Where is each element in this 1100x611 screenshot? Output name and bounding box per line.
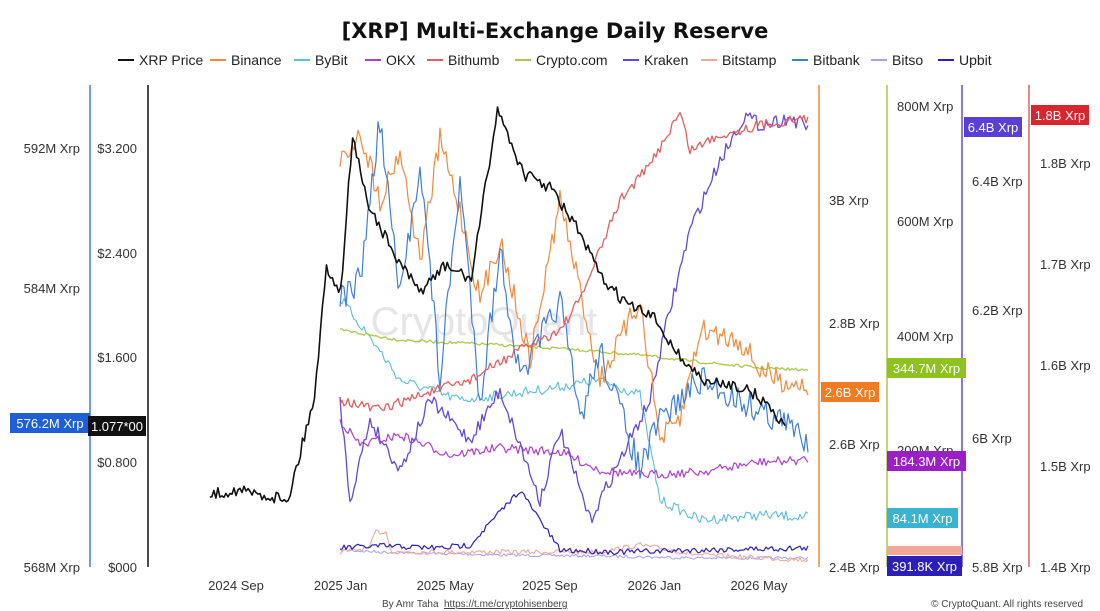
legend-label-bitso: Bitso [892, 52, 923, 68]
watermark: CryptoQuant [371, 300, 598, 344]
legend: XRP Price Binance ByBit OKX Bithumb Crypto.co… [118, 52, 992, 68]
okx-badge-bg [887, 451, 966, 471]
kraken-tick-0: 6.4B Xrp [972, 174, 1023, 189]
footer-link[interactable]: https://t.me/cryptohisenberg [444, 599, 567, 610]
legend-label-binance: Binance [231, 52, 282, 68]
series-line-bitstamp [339, 529, 809, 563]
bithumb-tick-2: 1.6B Xrp [1040, 358, 1091, 373]
footer-author: By Amr Taha [382, 599, 439, 610]
price-tick-1: $2.400 [97, 246, 137, 261]
kraken-tick-3: 5.8B Xrp [972, 560, 1023, 575]
legend-label-crypto-com: Crypto.com [536, 52, 608, 68]
legend-label-upbit: Upbit [959, 52, 992, 68]
bithumb-tick-1: 1.7B Xrp [1040, 257, 1091, 272]
series-line-binance [339, 127, 809, 444]
value-badges: 576.2M Xrp 1.077*00 2.6B Xrp 344.7M Xrp 184.… [10, 105, 1089, 576]
x-tick-2026-jan: 2026 Jan [628, 578, 682, 593]
kraken-badge-label: 6.4B Xrp [968, 120, 1019, 135]
bitbank-tick-0: 592M Xrp [24, 141, 80, 156]
bithumb-badge-label: 1.8B Xrp [1035, 108, 1086, 123]
series-line-upbit [340, 491, 809, 556]
bithumb-tick-4: 1.4B Xrp [1040, 560, 1091, 575]
bitbank-tick-2: 568M Xrp [24, 560, 80, 575]
x-tick-2024-sep: 2024 Sep [208, 578, 264, 593]
legend-label-okx: OKX [386, 52, 416, 68]
price-tick-4: $000 [108, 560, 137, 575]
upbit-badge-label: 391.8K Xrp [892, 559, 957, 574]
kraken-tick-2: 6B Xrp [972, 431, 1012, 446]
bitbank-badge-bg [10, 413, 90, 433]
series-line-crypto-com [339, 328, 809, 372]
plot-area [209, 106, 809, 563]
x-tick-2025-sep: 2025 Sep [522, 578, 578, 593]
binance-tick-3: 2.4B Xrp [829, 560, 880, 575]
bybit-badge-label: 84.1M Xrp [893, 511, 953, 526]
series-line-xrp-price [209, 106, 786, 504]
x-tick-2025-may: 2025 May [417, 578, 475, 593]
binance-badge-bg [821, 382, 879, 402]
bitbank-tick-1: 584M Xrp [24, 281, 80, 296]
legend-label-bybit: ByBit [315, 52, 348, 68]
legend-label-bitbank: Bitbank [813, 52, 861, 68]
legend-label-kraken: Kraken [644, 52, 688, 68]
upbit-badge-bg [887, 556, 962, 576]
legend-label-xrp-price: XRP Price [139, 52, 204, 68]
footer-copyright: © CryptoQuant. All rights reserved [931, 599, 1083, 610]
kraken-tick-1: 6.2B Xrp [972, 303, 1023, 318]
x-tick-2025-jan: 2025 Jan [314, 578, 368, 593]
series-line-okx [339, 419, 809, 479]
kraken-badge-bg [964, 117, 1022, 137]
series-line-kraken [339, 112, 809, 524]
binance-tick-1: 2.8B Xrp [829, 316, 880, 331]
crypto-com-badge-bg [887, 358, 966, 378]
chart-title: [XRP] Multi-Exchange Daily Reserve [342, 19, 769, 43]
bithumb-tick-0: 1.8B Xrp [1040, 156, 1091, 171]
bitbank-badge-label: 576.2M Xrp [16, 416, 83, 431]
binance-tick-0: 3B Xrp [829, 193, 869, 208]
price-tick-3: $0.800 [97, 455, 137, 470]
binance-tick-2: 2.6B Xrp [829, 437, 880, 452]
bithumb-tick-3: 1.5B Xrp [1040, 459, 1091, 474]
bitstamp-badge [887, 546, 962, 555]
price-tick-2: $1.600 [97, 350, 137, 365]
xrp-price-badge-bg [88, 416, 146, 436]
series-line-bitbank [339, 121, 809, 479]
bithumb-badge-bg [1031, 105, 1089, 125]
xrp-price-badge-label: 1.077*00 [91, 419, 143, 434]
legend-label-bithumb: Bithumb [448, 52, 500, 68]
crypto-com-tick-2: 400M Xrp [897, 329, 953, 344]
binance-badge-label: 2.6B Xrp [825, 385, 876, 400]
bybit-badge-bg [887, 508, 958, 528]
legend-label-bitstamp: Bitstamp [722, 52, 777, 68]
okx-badge-label: 184.3M Xrp [893, 454, 960, 469]
price-tick-0: $3.200 [97, 141, 137, 156]
crypto-com-tick-1: 600M Xrp [897, 214, 953, 229]
crypto-com-badge-label: 344.7M Xrp [893, 361, 960, 376]
series-line-bithumb [339, 111, 809, 412]
x-tick-2026-may: 2026 May [730, 578, 788, 593]
axis-ticks: 2024 Sep 2025 Jan 2025 May 2025 Sep 2026 Jan… [24, 99, 1091, 593]
crypto-com-tick-0: 800M Xrp [897, 99, 953, 114]
